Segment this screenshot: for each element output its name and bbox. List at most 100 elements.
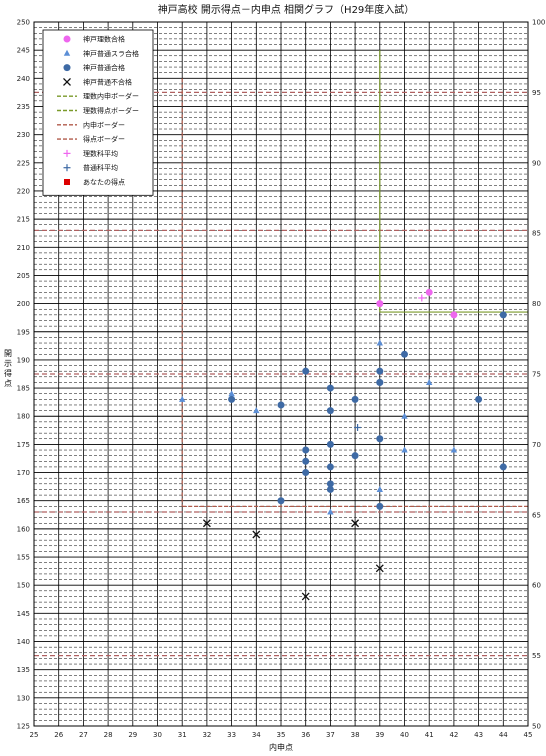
- data-point: [499, 311, 507, 319]
- data-point: [376, 339, 383, 346]
- data-point: [253, 407, 260, 414]
- y-axis-label-char: 点: [4, 379, 12, 388]
- x-tick-label: 36: [301, 731, 310, 739]
- data-point: [401, 350, 408, 358]
- legend-marker: [63, 49, 71, 56]
- x-tick-label: 39: [375, 731, 384, 739]
- data-point: [401, 412, 408, 419]
- x-tick-label: 37: [326, 731, 335, 739]
- legend-marker: [63, 164, 71, 172]
- y-tick-label: 150: [17, 582, 30, 590]
- y2-tick-label: 95: [532, 89, 541, 97]
- x-tick-label: 38: [351, 731, 360, 739]
- y-tick-label: 210: [17, 244, 30, 252]
- legend-marker: [63, 149, 71, 157]
- y2-tick-label: 80: [532, 300, 541, 308]
- data-point: [326, 463, 334, 471]
- y-tick-label: 185: [17, 385, 30, 393]
- y-tick-label: 205: [17, 272, 30, 280]
- data-point: [376, 300, 384, 308]
- plot-frame: [33, 21, 529, 727]
- x-tick-label: 25: [30, 731, 39, 739]
- data-point: [228, 395, 236, 403]
- y-tick-label: 235: [17, 103, 30, 111]
- y-tick-label: 155: [17, 554, 30, 562]
- y-tick-label: 220: [17, 187, 30, 195]
- data-point: [179, 395, 186, 402]
- legend-marker: [63, 64, 71, 72]
- y-tick-label: 250: [17, 19, 30, 27]
- y-tick-label: 215: [17, 216, 30, 224]
- y-tick-label: 135: [17, 666, 30, 674]
- data-points: [179, 288, 507, 601]
- data-point: [426, 378, 433, 385]
- y-tick-label: 130: [17, 694, 30, 702]
- x-tick-label: 45: [524, 731, 533, 739]
- data-point: [302, 457, 310, 465]
- y2-tick-label: 90: [532, 159, 541, 167]
- y-axis-label: 開示得点: [4, 349, 12, 388]
- x-tick-label: 44: [499, 731, 508, 739]
- legend-label: 神戸普通不合格: [83, 77, 132, 86]
- y2-tick-label: 100: [532, 19, 545, 27]
- legend-label: あなたの得点: [83, 178, 125, 187]
- y-tick-label: 180: [17, 413, 30, 421]
- data-point: [228, 390, 235, 397]
- y-axis-label-char: 示: [4, 359, 12, 368]
- y-tick-label: 190: [17, 356, 30, 364]
- y-tick-label: 200: [17, 300, 30, 308]
- legend-label: 理数内申ボーダー: [83, 92, 139, 101]
- data-point: [418, 294, 426, 302]
- y-tick-label: 195: [17, 328, 30, 336]
- y-tick-label: 140: [17, 638, 30, 646]
- chart-title: 神戸高校 開示得点－内申点 相関グラフ（H29年度入試）: [158, 3, 415, 16]
- legend: 神戸理数合格神戸普通スラ合格神戸普通合格神戸普通不合格理数内申ボーダー理数得点ボ…: [42, 29, 154, 196]
- data-point: [375, 564, 384, 573]
- x-tick-label: 27: [79, 731, 88, 739]
- data-point: [326, 384, 334, 392]
- x-tick-label: 29: [128, 731, 137, 739]
- data-point: [354, 424, 362, 432]
- data-point: [302, 367, 310, 375]
- legend-marker: [63, 77, 71, 86]
- data-point: [401, 446, 408, 453]
- data-point: [351, 519, 360, 528]
- x-tick-label: 33: [227, 731, 236, 739]
- y-tick-label: 145: [17, 610, 30, 618]
- legend-label: 得点ボーダー: [83, 135, 125, 144]
- data-point: [277, 497, 285, 505]
- y2-tick-label: 55: [532, 652, 541, 660]
- legend-box: [42, 29, 154, 196]
- data-point: [302, 469, 310, 477]
- data-point: [475, 395, 483, 403]
- legend-label: 理数得点ボーダー: [83, 106, 139, 115]
- y2-tick-label: 65: [532, 511, 541, 519]
- data-point: [351, 395, 359, 403]
- x-tick-label: 31: [178, 731, 187, 739]
- data-point: [326, 485, 334, 493]
- x-tick-label: 32: [202, 731, 211, 739]
- data-point: [376, 378, 384, 386]
- data-point: [376, 485, 383, 492]
- x-tick-label: 28: [104, 731, 113, 739]
- y2-tick-label: 75: [532, 371, 541, 379]
- data-point: [376, 367, 384, 375]
- y2-tick-label: 50: [532, 723, 541, 731]
- y-tick-label: 240: [17, 75, 30, 83]
- data-point: [277, 401, 285, 409]
- x-tick-label: 42: [449, 731, 458, 739]
- y-axis-label-char: 開: [4, 349, 12, 358]
- legend-label: 神戸理数合格: [83, 35, 125, 44]
- x-tick-label: 40: [400, 731, 409, 739]
- y2-tick-label: 60: [532, 582, 541, 590]
- x-axis-label: 内申点: [269, 742, 293, 752]
- y-tick-label: 245: [17, 47, 30, 55]
- legend-marker: [63, 35, 71, 43]
- data-point: [450, 446, 458, 453]
- y-tick-label: 165: [17, 497, 30, 505]
- data-point: [202, 519, 211, 528]
- y-tick-label: 170: [17, 469, 30, 477]
- x-tick-label: 34: [252, 731, 261, 739]
- legend-label: 普通科平均: [83, 163, 118, 172]
